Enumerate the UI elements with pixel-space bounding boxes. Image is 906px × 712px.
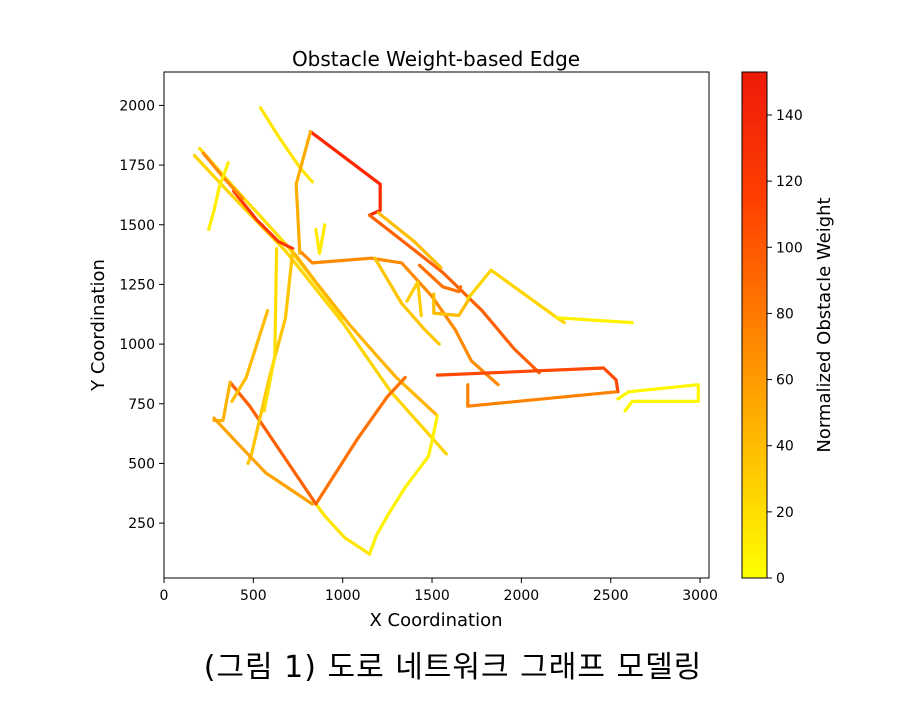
x-tick-label: 2500 [593,588,629,604]
x-tick-label: 0 [160,588,169,604]
road-edge-22 [314,502,372,556]
road-edge-27 [262,247,279,413]
y-tick-label: 1000 [119,337,155,353]
road-edge-19 [466,383,618,408]
y-tick-label: 250 [128,516,155,532]
road-edge-3 [232,189,295,251]
road-edge-20 [616,383,700,413]
road-edge-6 [207,161,230,232]
colorbar-tick-label: 0 [776,571,785,587]
colorbar-tick-label: 20 [776,505,794,521]
road-edge-31 [405,280,423,318]
x-tick-label: 2000 [504,588,540,604]
colorbar: 0 20 40 60 80 100 120 140 Normalized Obstacle W… [741,71,835,587]
road-edge-9 [308,130,382,217]
road-network-edges [192,106,700,556]
road-edge-11 [367,213,541,375]
road-edge-17 [555,316,634,325]
plot-frame [163,71,710,579]
colorbar-tick-label: 40 [776,439,794,455]
colorbar-tick-label: 100 [776,240,803,256]
y-tick-label: 500 [128,456,155,472]
road-edge-8 [298,249,500,387]
road-edge-28 [212,416,314,506]
road-edge-7 [292,251,439,418]
x-tick-label: 1000 [325,588,361,604]
road-edge-5 [258,106,314,184]
chart-title: Obstacle Weight-based Edge [292,47,580,71]
plot-area: 0 500 1000 1500 2000 2500 3000 250 500 750 1000 12… [119,71,718,604]
colorbar-tick-label: 80 [776,306,794,322]
x-tick-label: 500 [240,588,267,604]
colorbar-tick-label: 120 [776,174,803,190]
road-edge-23 [314,375,407,506]
road-edge-29 [230,309,270,403]
y-axis-ticks: 250 500 750 1000 1250 1500 1750 2000 [119,98,164,532]
colorbar-tick-label: 60 [776,373,794,389]
road-edge-10 [294,130,313,255]
colorbar-label: Normalized Obstacle Weight [814,197,835,452]
road-edge-21 [367,414,439,556]
y-tick-label: 2000 [119,98,155,114]
colorbar-gradient [741,71,768,579]
y-tick-label: 750 [128,397,155,413]
colorbar-ticks: 0 20 40 60 80 100 120 140 [767,108,803,587]
road-edge-18 [435,366,620,394]
obstacle-weight-chart: Obstacle Weight-based Edge 0 500 1000 1500 2… [88,47,835,631]
y-tick-label: 1750 [119,158,155,174]
y-tick-label: 1500 [119,218,155,234]
colorbar-tick-label: 140 [776,108,803,124]
x-axis-ticks: 0 500 1000 1500 2000 2500 3000 [160,578,718,604]
road-edge-30 [314,223,327,255]
road-edge-15 [432,292,470,318]
y-tick-label: 1250 [119,277,155,293]
road-edge-14 [417,263,463,294]
x-axis-label: X Coordination [369,610,502,631]
x-tick-label: 3000 [682,588,718,604]
road-edge-16 [466,268,566,325]
road-edge-1 [192,153,448,456]
road-edge-12 [376,211,443,270]
x-tick-label: 1500 [414,588,450,604]
figure-caption: (그림 1) 도로 네트워크 그래프 모델링 [203,650,703,685]
y-axis-label: Y Coordination [88,259,109,392]
road-edge-13 [373,256,441,346]
